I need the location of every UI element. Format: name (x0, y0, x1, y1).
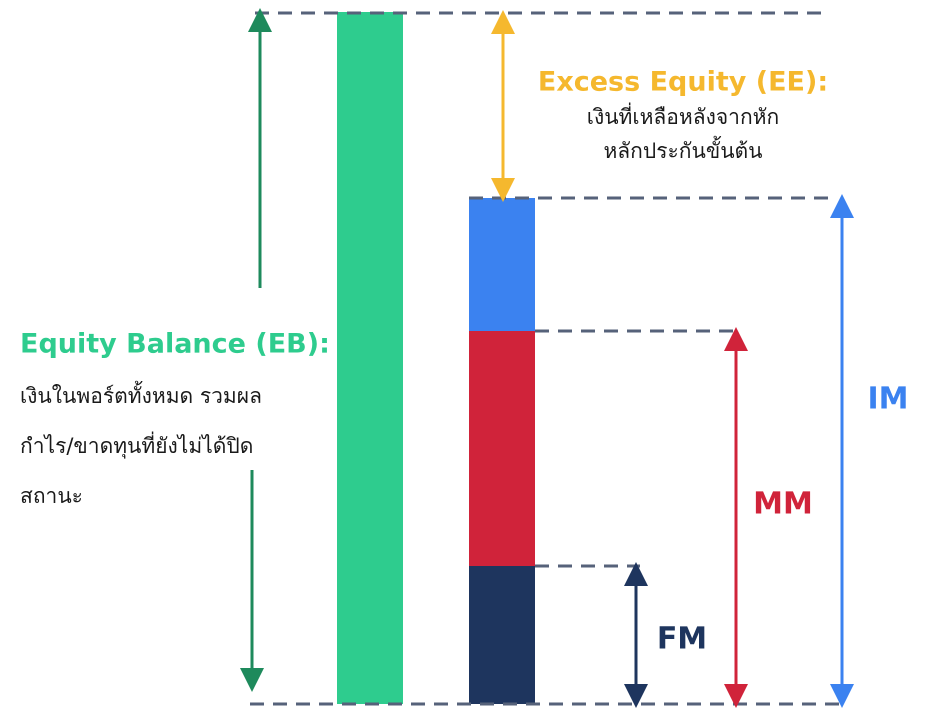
mm-label: MM (753, 487, 813, 522)
fm-bar (469, 566, 535, 704)
eb-text: สถานะ (20, 484, 83, 508)
eb-text: เงินในพอร์ตทั้งหมด รวมผล (20, 381, 262, 408)
im-label: IM (867, 382, 908, 417)
eb-text: กำไร/ขาดทุนที่ยังไม่ได้ปิด (20, 431, 253, 459)
excess-bar (469, 198, 535, 331)
eb-title: Equity Balance (EB): (20, 329, 330, 360)
ee-text: เงินที่เหลือหลังจากหัก (587, 102, 779, 129)
ee-title: Excess Equity (EE): (538, 67, 828, 98)
fm-label: FM (657, 622, 707, 657)
equity-bar (337, 12, 403, 704)
ee-text: หลักประกันขั้นต้น (603, 136, 762, 163)
mm-bar (469, 331, 535, 566)
